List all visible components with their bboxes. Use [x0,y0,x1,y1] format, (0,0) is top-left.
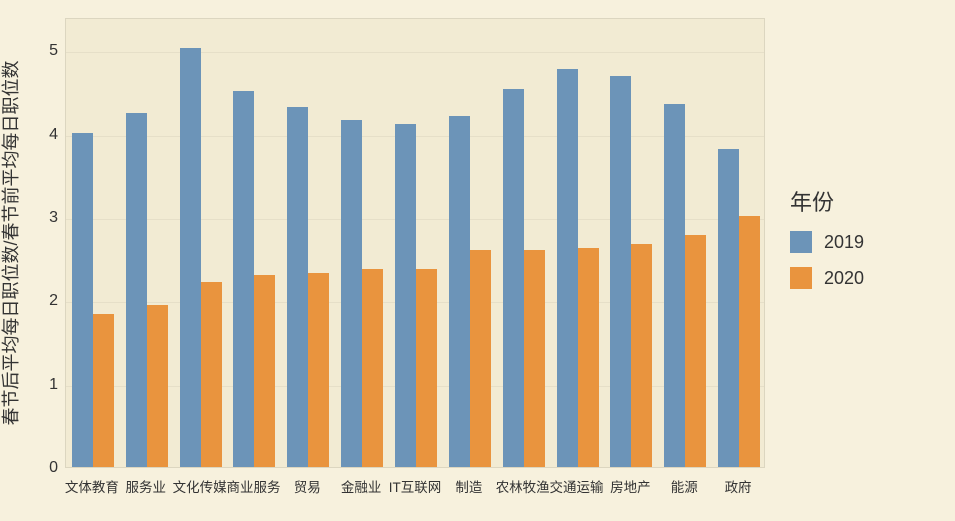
x-tick-label: 房地产 [610,476,651,496]
bar-2020 [362,269,383,467]
legend-label: 2020 [824,268,864,289]
bar-2019 [180,48,201,467]
bar-2019 [664,104,685,467]
x-tick-label: 贸易 [294,476,321,496]
bar-2019 [287,107,308,467]
x-tick-label: 文化传媒 [173,476,227,496]
y-tick-label: 5 [18,42,58,60]
bar-2019 [610,76,631,467]
bar-2020 [93,314,114,467]
bar-2020 [201,282,222,467]
bar-2019 [395,124,416,467]
x-tick-label: 交通运输 [550,476,604,496]
bar-2020 [578,248,599,467]
x-tick-label: 制造 [455,476,482,496]
x-tick-label: 服务业 [126,476,167,496]
bar-2020 [739,216,760,467]
x-tick-label: IT互联网 [389,476,442,496]
legend-item: 2019 [790,231,940,253]
bar-2019 [126,113,147,467]
bar-2020 [254,275,275,468]
y-axis-title: 春节后平均每日职位数/春节前平均每日职位数 [0,61,23,426]
bar-2020 [147,305,168,467]
x-tick-label: 农林牧渔 [496,476,550,496]
legend-swatch [790,267,812,289]
legend-swatch [790,231,812,253]
legend-title: 年份 [790,185,940,217]
x-tick-label: 商业服务 [226,476,280,496]
y-tick-label: 1 [18,376,58,394]
bar-2019 [449,116,470,467]
x-tick-label: 能源 [671,476,698,496]
bar-2019 [72,133,93,467]
bar-2019 [341,120,362,467]
x-tick-label: 金融业 [341,476,382,496]
legend-item: 2020 [790,267,940,289]
x-tick-label: 文体教育 [65,476,119,496]
bar-2019 [718,149,739,467]
bar-2020 [470,250,491,468]
bar-2019 [233,91,254,467]
y-tick-label: 2 [18,292,58,310]
y-tick-label: 4 [18,126,58,144]
bar-2020 [631,244,652,467]
legend: 年份 2019 2020 [790,185,940,303]
chart-container: 0 1 2 3 4 5 春节后平均每日职位数/春节前平均每日职位数 文体教育服务业文化传媒… [0,0,955,521]
gridline [66,52,764,53]
bar-2019 [557,69,578,467]
x-tick-label: 政府 [725,476,752,496]
bar-2020 [416,269,437,467]
bar-2020 [524,250,545,468]
y-tick-label: 0 [18,459,58,477]
plot-area [65,18,765,468]
bar-2020 [685,235,706,467]
bar-2020 [308,273,329,467]
bar-2019 [503,89,524,467]
y-tick-label: 3 [18,209,58,227]
legend-label: 2019 [824,232,864,253]
